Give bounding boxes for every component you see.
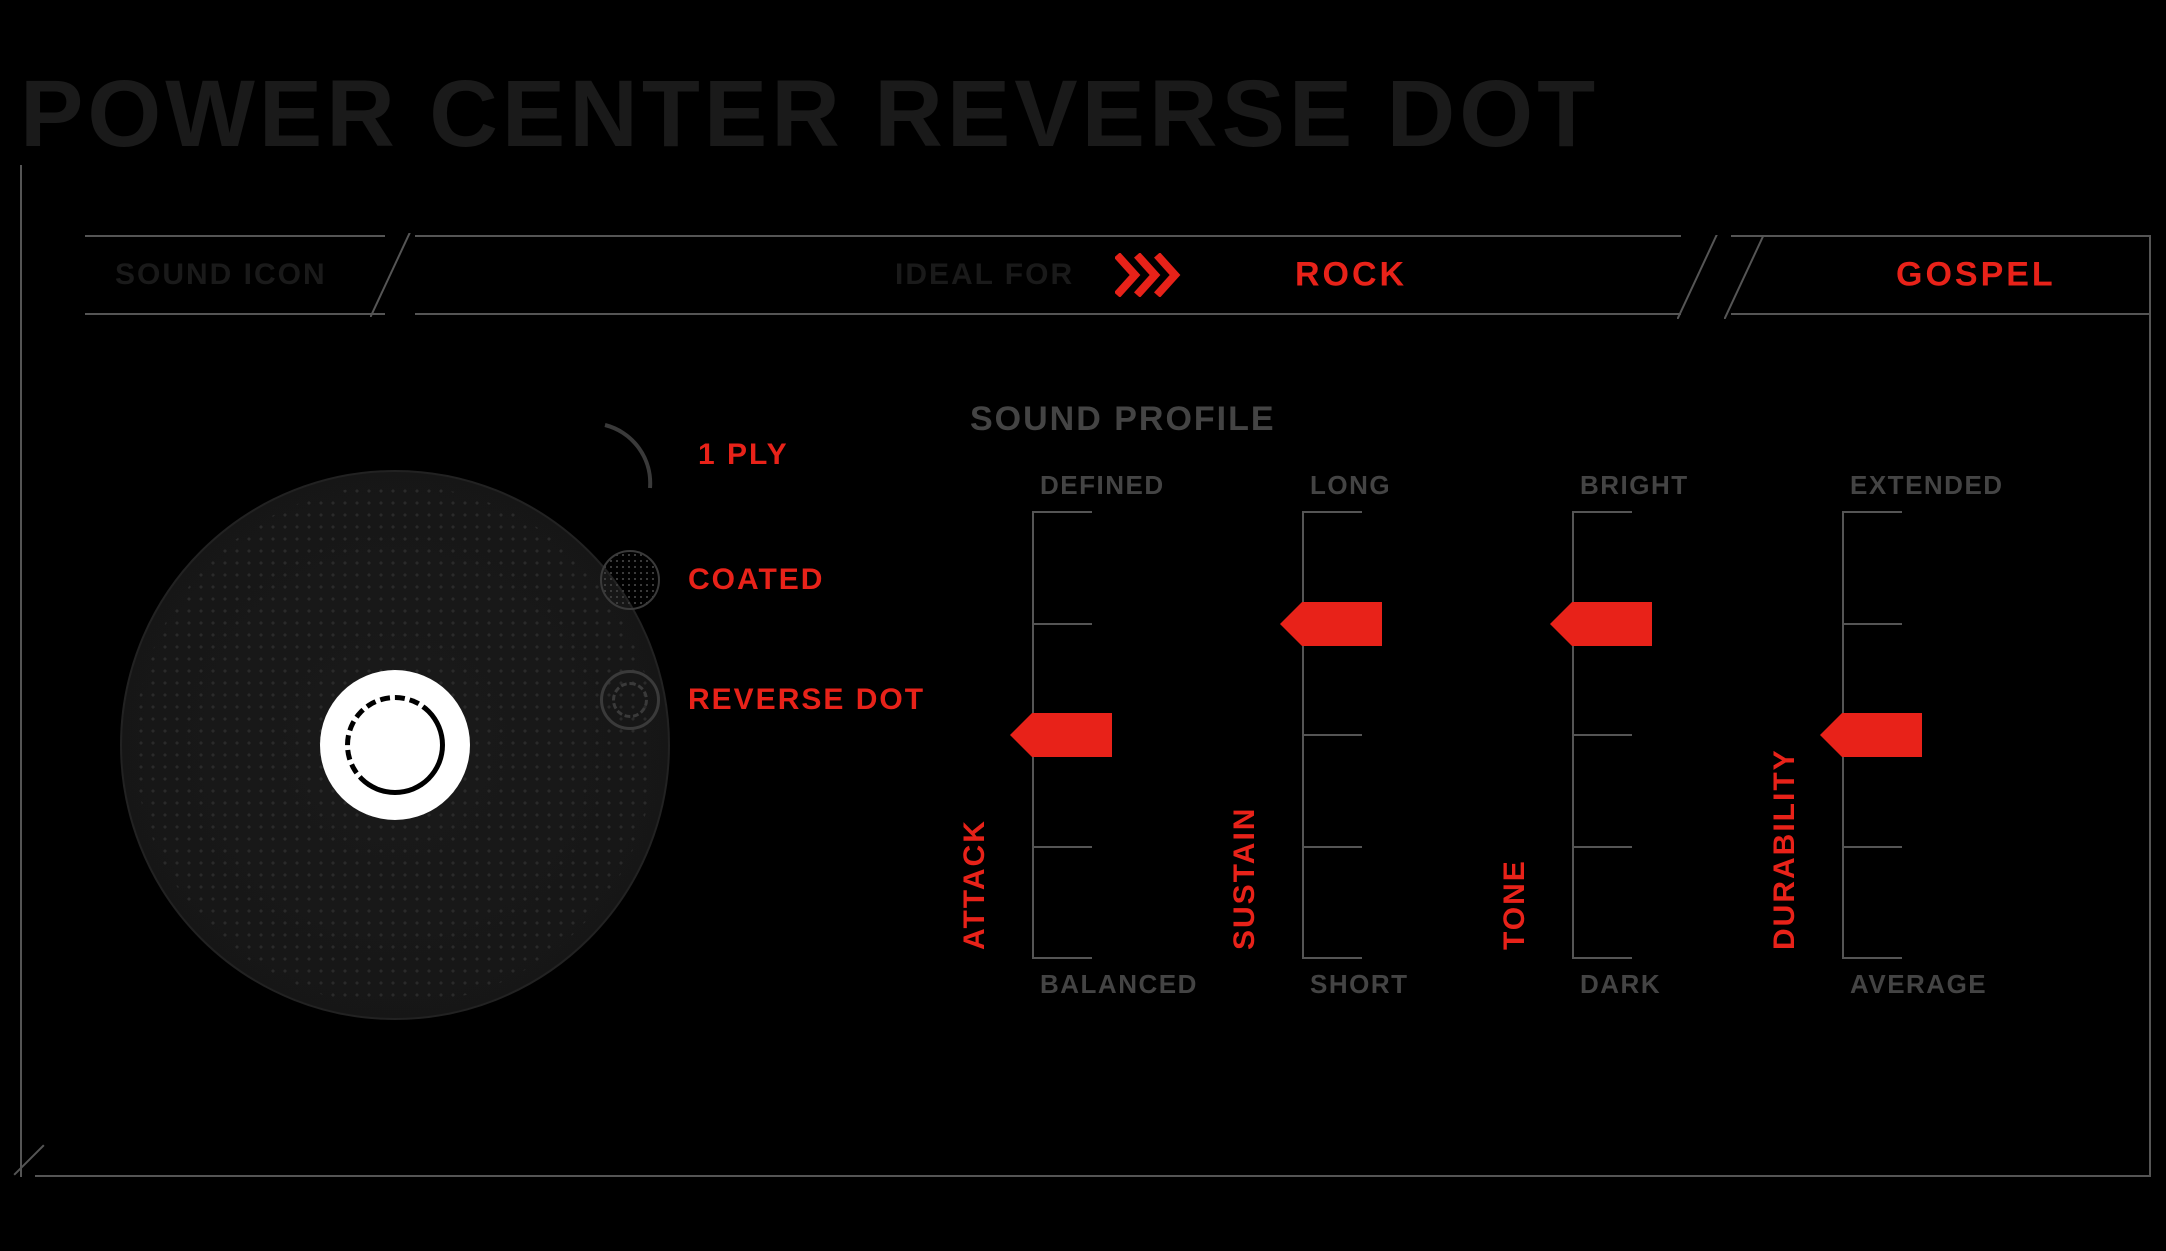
gauge-top-label: LONG xyxy=(1310,470,1391,501)
chevrons-icon xyxy=(1115,253,1195,297)
legend-label-ply: 1 PLY xyxy=(698,438,789,472)
gauge-tick xyxy=(1842,623,1902,625)
gauge-tick xyxy=(1032,623,1092,625)
gauge-marker xyxy=(1032,713,1112,757)
header-bar: SOUND ICON IDEAL FOR ROCK GOSPEL xyxy=(85,235,2151,315)
gauge-tick xyxy=(1572,734,1632,736)
gauge-tick xyxy=(1032,957,1092,959)
gauge-name: DURABILITY xyxy=(1768,748,1802,950)
drum-center-ring xyxy=(345,695,445,795)
genre-gospel: GOSPEL xyxy=(1896,256,2056,295)
page-title: POWER CENTER REVERSE DOT xyxy=(20,60,1599,169)
gauge-tick xyxy=(1032,511,1092,513)
gauge-bottom-label: BALANCED xyxy=(1040,969,1198,1000)
gauge-tick xyxy=(1032,846,1092,848)
frame-right-line xyxy=(2149,315,2151,1177)
legend-row-revdot: REVERSE DOT xyxy=(600,670,960,730)
gauge-tick xyxy=(1302,511,1362,513)
gauge-tone: TONEBRIGHTDARK xyxy=(1550,470,1720,1000)
genre-rock: ROCK xyxy=(1295,256,1407,295)
frame-corner xyxy=(10,1149,50,1189)
gauge-durability: DURABILITYEXTENDEDAVERAGE xyxy=(1820,470,1990,1000)
ply-arc-icon xyxy=(600,420,670,490)
sound-icon-label: SOUND ICON xyxy=(115,258,327,292)
drum-diagram xyxy=(120,470,670,1020)
gauge-tick xyxy=(1302,957,1362,959)
reverse-dot-icon xyxy=(600,670,660,730)
coated-icon xyxy=(600,550,660,610)
segment-divider xyxy=(370,233,414,317)
gauge-name: TONE xyxy=(1498,859,1532,950)
gauge-bottom-label: AVERAGE xyxy=(1850,969,1987,1000)
legend-row-ply: 1 PLY xyxy=(600,420,960,490)
sound-profile-title: SOUND PROFILE xyxy=(970,400,1276,439)
genre-gospel-segment: GOSPEL xyxy=(1731,235,2151,315)
gauge-bottom-label: SHORT xyxy=(1310,969,1409,1000)
gauge-attack: ATTACKDEFINEDBALANCED xyxy=(1010,470,1180,1000)
ideal-for-label: IDEAL FOR xyxy=(895,258,1074,292)
sound-icon-segment: SOUND ICON xyxy=(85,235,385,315)
gauge-marker xyxy=(1572,602,1652,646)
gauge-sustain: SUSTAINLONGSHORT xyxy=(1280,470,1450,1000)
legend: 1 PLY COATED REVERSE DOT xyxy=(600,420,960,790)
gauge-marker xyxy=(1842,713,1922,757)
ideal-for-segment: IDEAL FOR ROCK xyxy=(415,235,1681,315)
gauge-marker xyxy=(1302,602,1382,646)
gauge-tick xyxy=(1302,846,1362,848)
frame-bottom-line xyxy=(35,1175,2151,1177)
gauge-tick xyxy=(1572,846,1632,848)
gauge-bottom-label: DARK xyxy=(1580,969,1661,1000)
segment-divider xyxy=(1724,235,1768,319)
gauge-tick xyxy=(1842,511,1902,513)
segment-divider xyxy=(1677,235,1721,319)
gauge-name: SUSTAIN xyxy=(1228,807,1262,950)
gauge-top-label: DEFINED xyxy=(1040,470,1165,501)
gauge-tick xyxy=(1842,846,1902,848)
gauge-top-label: EXTENDED xyxy=(1850,470,2004,501)
sound-profile-gauges: ATTACKDEFINEDBALANCED SUSTAIN LONG SHORT TON… xyxy=(1010,470,1990,1000)
legend-row-coated: COATED xyxy=(600,550,960,610)
gauge-name: ATTACK xyxy=(958,819,992,950)
gauge-tick xyxy=(1842,957,1902,959)
gauge-tick xyxy=(1572,511,1632,513)
gauge-tick xyxy=(1302,734,1362,736)
gauge-tick xyxy=(1572,957,1632,959)
legend-label-revdot: REVERSE DOT xyxy=(688,683,925,717)
frame-left-line xyxy=(20,165,22,1177)
legend-label-coated: COATED xyxy=(688,563,824,597)
gauge-top-label: BRIGHT xyxy=(1580,470,1689,501)
